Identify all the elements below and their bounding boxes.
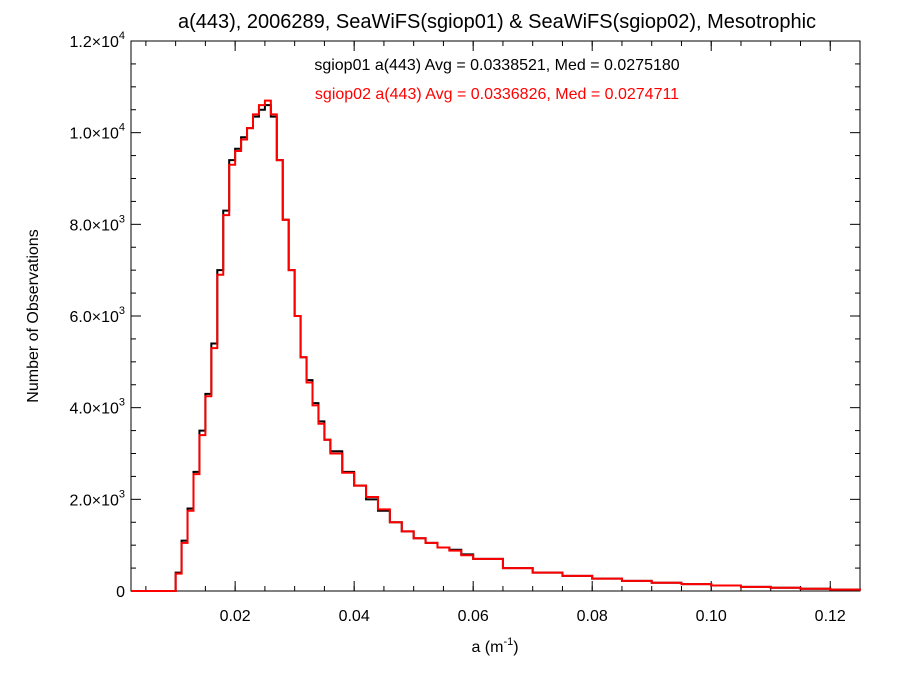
x-tick-label: 0.08 <box>577 608 608 625</box>
y-tick-exponent: 3 <box>119 397 125 409</box>
y-tick-exponent: 4 <box>119 122 125 134</box>
plot-frame <box>130 40 861 592</box>
x-tick-label: 0.04 <box>339 608 370 625</box>
y-tick-label: 6.0×103 <box>69 305 125 326</box>
y-tick-exponent: 3 <box>119 305 125 317</box>
y-tick-mantissa: 2.0×10 <box>69 492 118 509</box>
y-tick-label: 8.0×103 <box>69 213 125 234</box>
x-axis-title-close: ) <box>513 639 518 656</box>
y-axis-title: Number of Observations <box>25 229 42 402</box>
series-line-sgiop01 <box>131 104 861 592</box>
x-axis-title: a (m-1) <box>471 636 518 656</box>
annotation-sgiop02: sgiop02 a(443) Avg = 0.0336826, Med = 0.… <box>315 86 679 103</box>
y-tick-exponent: 4 <box>119 30 125 42</box>
x-axis-title-base: a (m <box>471 639 503 656</box>
y-tick-mantissa: 6.0×10 <box>69 309 118 326</box>
x-tick-label: 0.10 <box>696 608 727 625</box>
y-tick-label: 2.0×103 <box>69 488 125 509</box>
annotation-sgiop01: sgiop01 a(443) Avg = 0.0338521, Med = 0.… <box>314 57 679 74</box>
x-axis-title-exp: -1 <box>503 636 513 648</box>
y-tick-exponent: 3 <box>119 213 125 225</box>
y-tick-mantissa: 4.0×10 <box>69 401 118 418</box>
y-tick-mantissa: 1.0×10 <box>69 126 118 143</box>
series-line-sgiop02 <box>131 99 861 592</box>
x-tick-label: 0.12 <box>815 608 846 625</box>
series-group <box>131 99 861 592</box>
y-tick-label: 1.2×104 <box>69 30 125 51</box>
y-axis: 02.0×1034.0×1036.0×1038.0×1031.0×1041.2×… <box>69 30 860 601</box>
x-tick-label: 0.06 <box>458 608 489 625</box>
y-tick-label: 1.0×104 <box>69 122 125 143</box>
y-tick-exponent: 3 <box>119 488 125 500</box>
chart-title: a(443), 2006289, SeaWiFS(sgiop01) & SeaW… <box>178 11 816 33</box>
y-tick-mantissa: 1.2×10 <box>69 34 118 51</box>
x-axis: 0.02 0.04 0.06 0.08 0.10 0.12 <box>145 41 861 625</box>
y-tick-mantissa: 0 <box>116 584 125 601</box>
x-tick-label: 0.02 <box>220 608 251 625</box>
y-tick-label: 0 <box>116 584 125 601</box>
y-tick-label: 4.0×103 <box>69 397 125 418</box>
y-tick-mantissa: 8.0×10 <box>69 217 118 234</box>
